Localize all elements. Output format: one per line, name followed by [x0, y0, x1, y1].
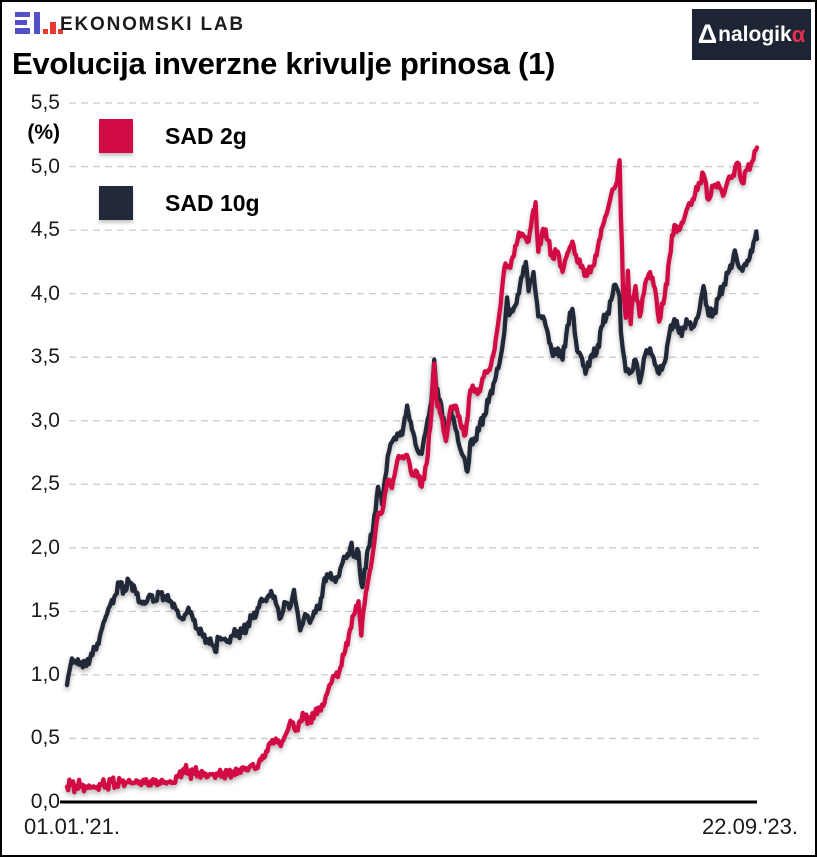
- chart-title: Evolucija inverzne krivulje prinosa (1): [12, 46, 556, 81]
- alpha-glyph: α: [791, 21, 806, 47]
- delta-glyph: Δ: [697, 19, 718, 49]
- x-axis-end-label: 22.09.'23.: [702, 814, 798, 839]
- legend-label-sad-10g: SAD 10g: [165, 189, 260, 216]
- series-line-sad-2g: [64, 145, 760, 795]
- legend-item-sad-10g: SAD 10g: [99, 186, 260, 220]
- y-tick-label: 1,0: [30, 662, 60, 686]
- ekonomski-lab-logo-icon: [15, 12, 63, 36]
- badge-text: nalogik: [718, 23, 792, 46]
- y-tick-label: 5,0: [30, 154, 60, 178]
- y-tick-label: 4,5: [30, 218, 60, 242]
- y-tick-label: 1,5: [30, 599, 60, 623]
- legend-swatch-sad-2g: [99, 119, 133, 153]
- x-axis-start-label: 01.01.'21.: [24, 814, 120, 839]
- legend-label-sad-2g: SAD 2g: [165, 122, 247, 149]
- y-axis-unit-label: (%): [27, 121, 60, 144]
- y-tick-label: 3,0: [30, 408, 60, 432]
- series-line-sad-10g: [64, 229, 760, 688]
- y-tick-label: 3,5: [30, 345, 60, 369]
- y-tick-label: 5,5: [30, 91, 60, 114]
- y-tick-label: 4,0: [30, 281, 60, 305]
- y-tick-label: 0,5: [30, 726, 60, 750]
- y-tick-label: 2,5: [30, 472, 60, 496]
- y-tick-label: 2,0: [30, 535, 60, 559]
- brand-name: EKONOMSKI LAB: [60, 14, 245, 35]
- legend-swatch-sad-10g: [99, 186, 133, 220]
- legend-item-sad-2g: SAD 2g: [99, 119, 247, 153]
- y-tick-label: 0,0: [30, 790, 60, 813]
